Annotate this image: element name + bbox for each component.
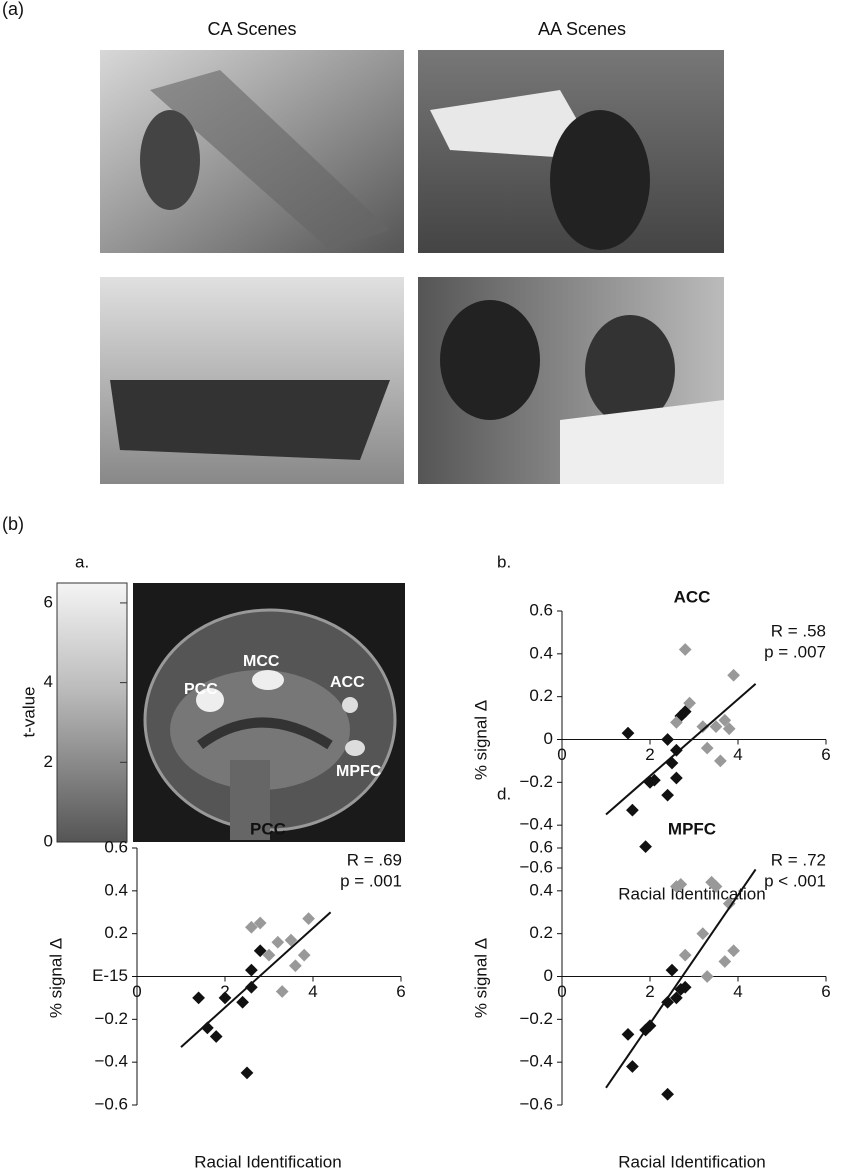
data-point — [210, 1030, 223, 1043]
figure-label: (b) — [2, 514, 24, 534]
data-point — [661, 789, 674, 802]
data-point — [241, 1067, 254, 1080]
panel-letter: b. — [497, 552, 511, 571]
colorbar-tick-label: 2 — [44, 752, 53, 771]
brain-image — [133, 583, 405, 842]
data-point — [236, 996, 249, 1009]
data-point — [666, 964, 679, 977]
x-tick-label: 4 — [733, 745, 742, 764]
data-point — [727, 944, 740, 957]
y-axis-label: % signal Δ — [471, 938, 490, 1018]
x-tick-label: 6 — [396, 982, 405, 1001]
x-tick-label: 4 — [308, 982, 317, 1001]
brain-label: ACC — [330, 674, 365, 691]
panel-letter: d. — [497, 784, 511, 803]
data-point — [192, 992, 205, 1005]
y-tick-label: 0.4 — [529, 880, 553, 899]
data-point — [271, 936, 284, 949]
x-tick-label: 6 — [821, 982, 830, 1001]
data-point — [670, 772, 683, 785]
y-tick-label: −0.6 — [519, 1094, 553, 1113]
annotation: p < .001 — [764, 871, 826, 890]
y-tick-label: 0 — [544, 966, 553, 985]
x-tick-label: 0 — [557, 745, 566, 764]
data-point — [622, 1028, 635, 1041]
annotation: p = .007 — [764, 642, 826, 661]
x-tick-label: 0 — [132, 982, 141, 1001]
data-point — [661, 733, 674, 746]
brain-label: PCC — [184, 681, 218, 698]
colorbar — [57, 583, 127, 842]
y-tick-label: 0.2 — [529, 686, 553, 705]
y-tick-label: 0.4 — [104, 880, 128, 899]
y-tick-label: −0.2 — [94, 1009, 128, 1028]
y-tick-label: −0.2 — [519, 1009, 553, 1028]
brain-label: MCC — [243, 653, 280, 670]
x-tick-label: 2 — [645, 982, 654, 1001]
colorbar-label: t-value — [19, 686, 38, 737]
x-axis-label: Racial Identification — [618, 1152, 765, 1171]
y-tick-label: −0.6 — [94, 1094, 128, 1113]
y-tick-label: 0 — [544, 729, 553, 748]
data-point — [714, 755, 727, 768]
data-point — [666, 757, 679, 770]
y-tick-label: 0.6 — [529, 600, 553, 619]
data-point — [701, 970, 714, 983]
annotation: R = .58 — [771, 621, 826, 640]
chart-title: PCC — [250, 819, 286, 838]
brain-label: MPFC — [336, 763, 382, 780]
trend-line — [181, 912, 331, 1047]
x-tick-label: 2 — [645, 745, 654, 764]
x-axis-label: Racial Identification — [194, 1152, 341, 1171]
data-point — [298, 949, 311, 962]
y-tick-label: E-15 — [92, 966, 128, 985]
data-point — [245, 964, 258, 977]
y-tick-label: 0.4 — [529, 643, 553, 662]
y-tick-label: −0.2 — [519, 772, 553, 791]
data-point — [701, 742, 714, 755]
data-point — [622, 727, 635, 740]
panel-letter: a. — [75, 552, 89, 571]
y-tick-label: −0.4 — [94, 1052, 128, 1071]
figure: (a) CA Scenes AA Scenes (b) a. b. c. d. … — [0, 0, 864, 1175]
data-point — [661, 1088, 674, 1101]
x-tick-label: 4 — [733, 982, 742, 1001]
x-tick-label: 0 — [557, 982, 566, 1001]
data-point — [639, 840, 652, 853]
data-point — [679, 949, 692, 962]
data-point — [276, 985, 289, 998]
annotation: R = .72 — [771, 850, 826, 869]
y-tick-label: 0.2 — [529, 923, 553, 942]
data-point — [289, 959, 302, 972]
data-point — [302, 912, 315, 925]
annotation: p = .001 — [340, 871, 402, 890]
y-tick-label: 0.2 — [104, 923, 128, 942]
y-tick-label: −0.4 — [519, 1052, 553, 1071]
data-point — [718, 955, 731, 968]
x-tick-label: 6 — [821, 745, 830, 764]
annotation: R = .69 — [347, 850, 402, 869]
data-point — [727, 669, 740, 682]
data-point — [626, 1060, 639, 1073]
y-axis-label: % signal Δ — [46, 938, 65, 1018]
chart-title: ACC — [674, 587, 711, 606]
y-tick-label: 0.6 — [104, 837, 128, 856]
colorbar-tick-label: 0 — [44, 831, 53, 850]
caption: CA Scenes — [207, 19, 296, 39]
y-tick-label: 0.6 — [529, 837, 553, 856]
y-axis-label: % signal Δ — [471, 700, 490, 780]
colorbar-tick-label: 6 — [44, 592, 53, 611]
data-point — [626, 804, 639, 817]
photos — [100, 50, 724, 484]
caption: AA Scenes — [538, 19, 626, 39]
chart-title: MPFC — [668, 819, 716, 838]
colorbar-tick-label: 4 — [44, 672, 53, 691]
y-tick-label: −0.4 — [519, 815, 553, 834]
data-point — [679, 643, 692, 656]
figure-label: (a) — [2, 0, 24, 19]
data-point — [696, 927, 709, 940]
y-tick-label: −0.6 — [519, 857, 553, 876]
